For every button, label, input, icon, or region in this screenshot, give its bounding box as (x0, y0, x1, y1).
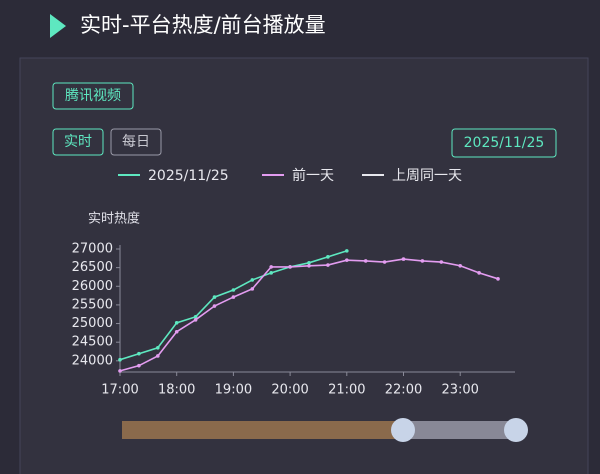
y-tick-label: 25500 (72, 297, 113, 312)
y-tick-label: 24000 (72, 353, 113, 368)
point (288, 265, 292, 269)
point (458, 263, 463, 268)
point (118, 369, 122, 373)
play-icon (50, 14, 66, 38)
point (231, 295, 236, 299)
point (326, 255, 330, 259)
legend-label: 上周同一天 (392, 168, 462, 184)
point (193, 315, 198, 319)
y-tick-label: 24500 (72, 335, 113, 350)
point (156, 354, 160, 358)
point (156, 345, 160, 350)
point (250, 287, 255, 291)
point (345, 258, 349, 262)
x-tick-label: 21:00 (328, 383, 365, 398)
y-tick-label: 27000 (72, 242, 113, 257)
point (477, 271, 481, 275)
y-tick-label: 25000 (72, 316, 113, 331)
x-tick-label: 18:00 (158, 383, 195, 398)
x-tick-label: 20:00 (271, 383, 308, 398)
point (496, 277, 500, 281)
slider-handle[interactable] (504, 418, 528, 442)
point (231, 288, 236, 292)
point (401, 257, 406, 261)
point (174, 329, 179, 334)
point (307, 263, 311, 268)
date[interactable]: 2025/11/25 (464, 135, 545, 151)
x-tick-label: 17:00 (101, 383, 138, 398)
tab[interactable]: 每日 (122, 134, 150, 150)
legend-label: 2025/11/25 (148, 168, 229, 184)
date-box[interactable] (451, 128, 557, 158)
x-tick-label: 22:00 (385, 383, 422, 398)
point (382, 260, 387, 264)
point (420, 259, 425, 263)
point (193, 318, 198, 322)
point (118, 357, 122, 362)
point (439, 260, 444, 264)
point (307, 260, 311, 265)
page-title: 实时-平台热度/前台播放量 (80, 13, 326, 37)
point (269, 265, 274, 269)
y-axis-label: 实时热度 (88, 211, 140, 227)
x-tick-label: 23:00 (441, 383, 478, 398)
x-tick-label: 19:00 (215, 383, 252, 398)
slider-range (122, 421, 403, 439)
source-tag: 腾讯视频 (65, 87, 121, 104)
source-tag-box (52, 82, 134, 110)
legend-label: 前一天 (292, 167, 334, 184)
tab-box[interactable] (52, 128, 104, 156)
point (212, 304, 217, 308)
point (269, 271, 274, 275)
point (137, 351, 141, 356)
point (250, 278, 255, 282)
point (212, 295, 217, 299)
y-tick-label: 26000 (72, 279, 113, 294)
point (363, 259, 368, 263)
point (326, 263, 330, 267)
y-tick-label: 26500 (72, 260, 113, 275)
point (174, 321, 179, 325)
point (345, 249, 349, 253)
tab-box[interactable] (110, 128, 162, 156)
slider-handle[interactable] (391, 418, 415, 442)
tab[interactable]: 实时 (64, 134, 92, 150)
point (137, 363, 141, 368)
